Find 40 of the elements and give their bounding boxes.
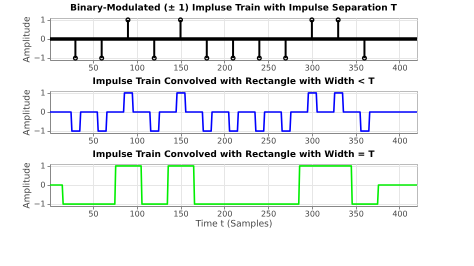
x-tick-label: 200 xyxy=(217,64,232,72)
y-tick-label: 1 xyxy=(40,15,46,24)
chart-title: Impulse Train Convolved with Rectangle with Width < T xyxy=(92,76,376,87)
y-tick-label: 0 xyxy=(40,108,46,116)
x-tick-label: 400 xyxy=(392,64,408,72)
x-tick-label: 150 xyxy=(173,210,189,218)
chart-title: Binary-Modulated (± 1) Impluse Train with Impulse Separation T xyxy=(70,3,398,14)
x-tick-label: 200 xyxy=(217,210,232,218)
y-tick-label: 1 xyxy=(40,88,46,98)
y-axis-title: Amplitude xyxy=(22,162,33,209)
x-tick-label: 350 xyxy=(348,210,364,218)
x-tick-label: 350 xyxy=(348,64,364,72)
x-tick-label: 150 xyxy=(173,64,189,72)
y-axis-title: Amplitude xyxy=(22,16,33,63)
x-tick-label: 300 xyxy=(304,64,320,72)
x-tick-label: 250 xyxy=(260,136,276,146)
x-tick-label: 350 xyxy=(348,136,364,146)
x-tick-label: 200 xyxy=(217,136,232,146)
x-tick-label: 100 xyxy=(130,210,145,218)
x-axis-title: Time t (Samples) xyxy=(194,220,272,230)
y-tick-label: −1 xyxy=(34,54,46,63)
y-tick-label: 1 xyxy=(40,161,46,170)
chart-title: Impulse Train Convolved with Rectangle with Width = T xyxy=(92,150,376,160)
x-tick-label: 50 xyxy=(88,64,99,72)
x-tick-label: 150 xyxy=(173,136,189,146)
y-tick-label: 0 xyxy=(40,34,46,44)
x-tick-label: 50 xyxy=(88,210,99,218)
x-tick-label: 250 xyxy=(260,210,276,218)
x-tick-label: 400 xyxy=(392,136,408,146)
x-tick-label: 100 xyxy=(130,136,145,146)
x-tick-label: 400 xyxy=(392,210,408,218)
x-tick-label: 250 xyxy=(260,64,276,72)
y-axis-title: Amplitude xyxy=(22,88,33,136)
x-tick-label: 300 xyxy=(304,210,320,218)
y-tick-label: −1 xyxy=(34,200,46,209)
y-tick-label: 0 xyxy=(40,180,46,190)
y-tick-label: −1 xyxy=(34,126,46,136)
x-tick-label: 50 xyxy=(88,136,99,146)
x-tick-label: 100 xyxy=(130,64,145,72)
x-tick-label: 300 xyxy=(304,136,320,146)
